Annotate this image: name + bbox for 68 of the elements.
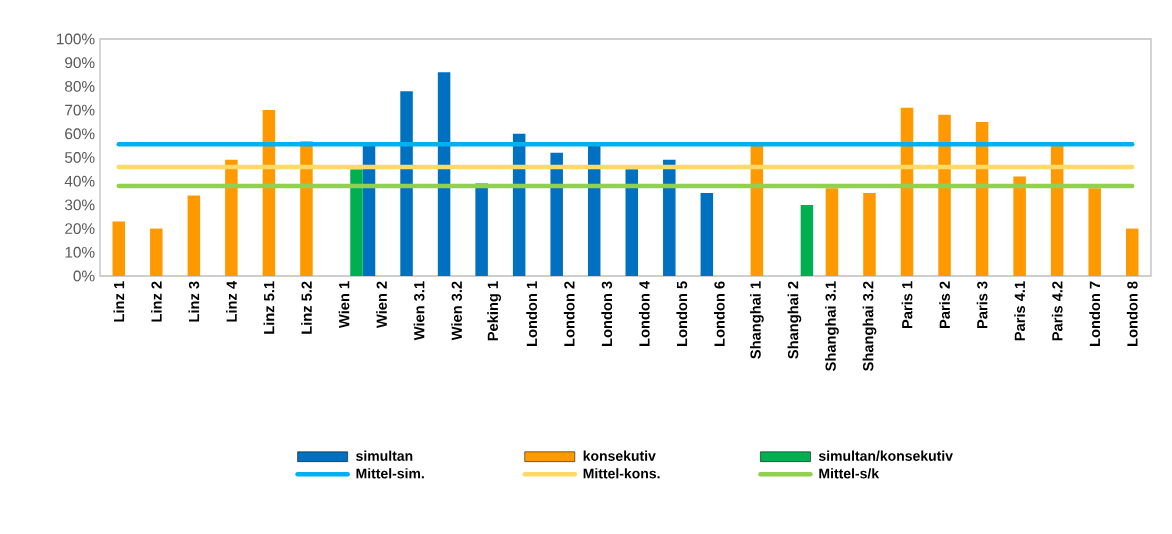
bar bbox=[112, 221, 126, 276]
legend-label: Mittel-sim. bbox=[356, 468, 424, 479]
x-tick-label: Linz 5.1 bbox=[263, 281, 275, 334]
y-tick-label: 90% bbox=[65, 57, 95, 69]
x-tick-label: Paris 3 bbox=[976, 281, 988, 329]
x-tick-label: Wien 2 bbox=[376, 281, 387, 329]
y-tick-label: 20% bbox=[65, 223, 95, 235]
bar bbox=[225, 159, 238, 276]
legend-label: konsekutiv bbox=[583, 450, 656, 461]
bar bbox=[938, 114, 951, 276]
bar bbox=[625, 169, 639, 276]
x-tick-label: London 5 bbox=[676, 281, 688, 346]
bar bbox=[150, 228, 163, 276]
x-tick-label: Paris 2 bbox=[939, 281, 950, 329]
x-tick-label: Shanghai 3.1 bbox=[825, 281, 839, 371]
x-tick-label: London 2 bbox=[563, 281, 575, 346]
legend-label: Mittel-kons. bbox=[583, 468, 660, 479]
x-tick-label: Wien 1 bbox=[338, 281, 350, 329]
x-tick-label: Paris 4.2 bbox=[1051, 281, 1063, 341]
bar bbox=[663, 159, 676, 276]
bar bbox=[1088, 188, 1101, 276]
bar bbox=[825, 188, 839, 276]
x-tick-label: London 4 bbox=[638, 281, 650, 346]
bar bbox=[750, 145, 764, 276]
bar bbox=[800, 204, 814, 276]
legend-label: simultan bbox=[356, 450, 413, 461]
x-tick-label: Wien 3.1 bbox=[413, 281, 425, 341]
bar bbox=[300, 141, 313, 276]
x-tick-label: Shanghai 1 bbox=[750, 281, 764, 359]
x-tick-label: London 7 bbox=[1089, 281, 1101, 346]
bar bbox=[1013, 176, 1026, 276]
y-tick-label: 40% bbox=[64, 175, 95, 187]
x-tick-label: Shanghai 3.2 bbox=[862, 281, 877, 371]
x-tick-label: Linz 3 bbox=[188, 281, 200, 322]
legend-label: simultan/konsekutiv bbox=[818, 450, 953, 462]
x-tick-label: Linz 1 bbox=[113, 281, 125, 322]
y-tick-label: 0% bbox=[73, 270, 95, 282]
x-tick-label: London 1 bbox=[526, 281, 538, 346]
x-tick-label: Wien 3.2 bbox=[451, 281, 462, 341]
bar bbox=[587, 145, 601, 276]
bar bbox=[362, 145, 376, 276]
y-tick-label: 30% bbox=[64, 199, 95, 211]
bar bbox=[700, 193, 714, 276]
bar bbox=[187, 195, 201, 276]
y-tick-label: 60% bbox=[65, 128, 95, 140]
x-tick-label: London 3 bbox=[601, 281, 613, 346]
x-tick-label: London 8 bbox=[1126, 281, 1138, 346]
bar bbox=[550, 152, 563, 276]
x-tick-label: Linz 5.2 bbox=[301, 281, 312, 334]
x-tick-label: Linz 2 bbox=[151, 281, 162, 322]
y-tick-label: 70% bbox=[65, 104, 95, 116]
y-tick-label: 80% bbox=[65, 80, 95, 92]
legend-label: Mittel-s/k bbox=[819, 468, 880, 479]
x-tick-label: Paris 4.1 bbox=[1014, 281, 1026, 341]
bar bbox=[437, 72, 451, 276]
bar bbox=[1050, 145, 1064, 276]
bar bbox=[350, 169, 363, 276]
y-tick-label: 50% bbox=[64, 152, 95, 163]
x-tick-label: Paris 1 bbox=[901, 281, 913, 329]
x-tick-label: Peking 1 bbox=[487, 281, 501, 341]
x-tick-label: Shanghai 2 bbox=[787, 281, 802, 359]
x-tick-label: Linz 4 bbox=[226, 281, 237, 322]
x-tick-label: London 6 bbox=[713, 281, 725, 346]
y-tick-label: 100% bbox=[57, 33, 95, 45]
y-tick-label: 10% bbox=[65, 246, 95, 258]
bar bbox=[1125, 228, 1139, 276]
bar bbox=[863, 193, 876, 276]
bar bbox=[400, 91, 413, 276]
